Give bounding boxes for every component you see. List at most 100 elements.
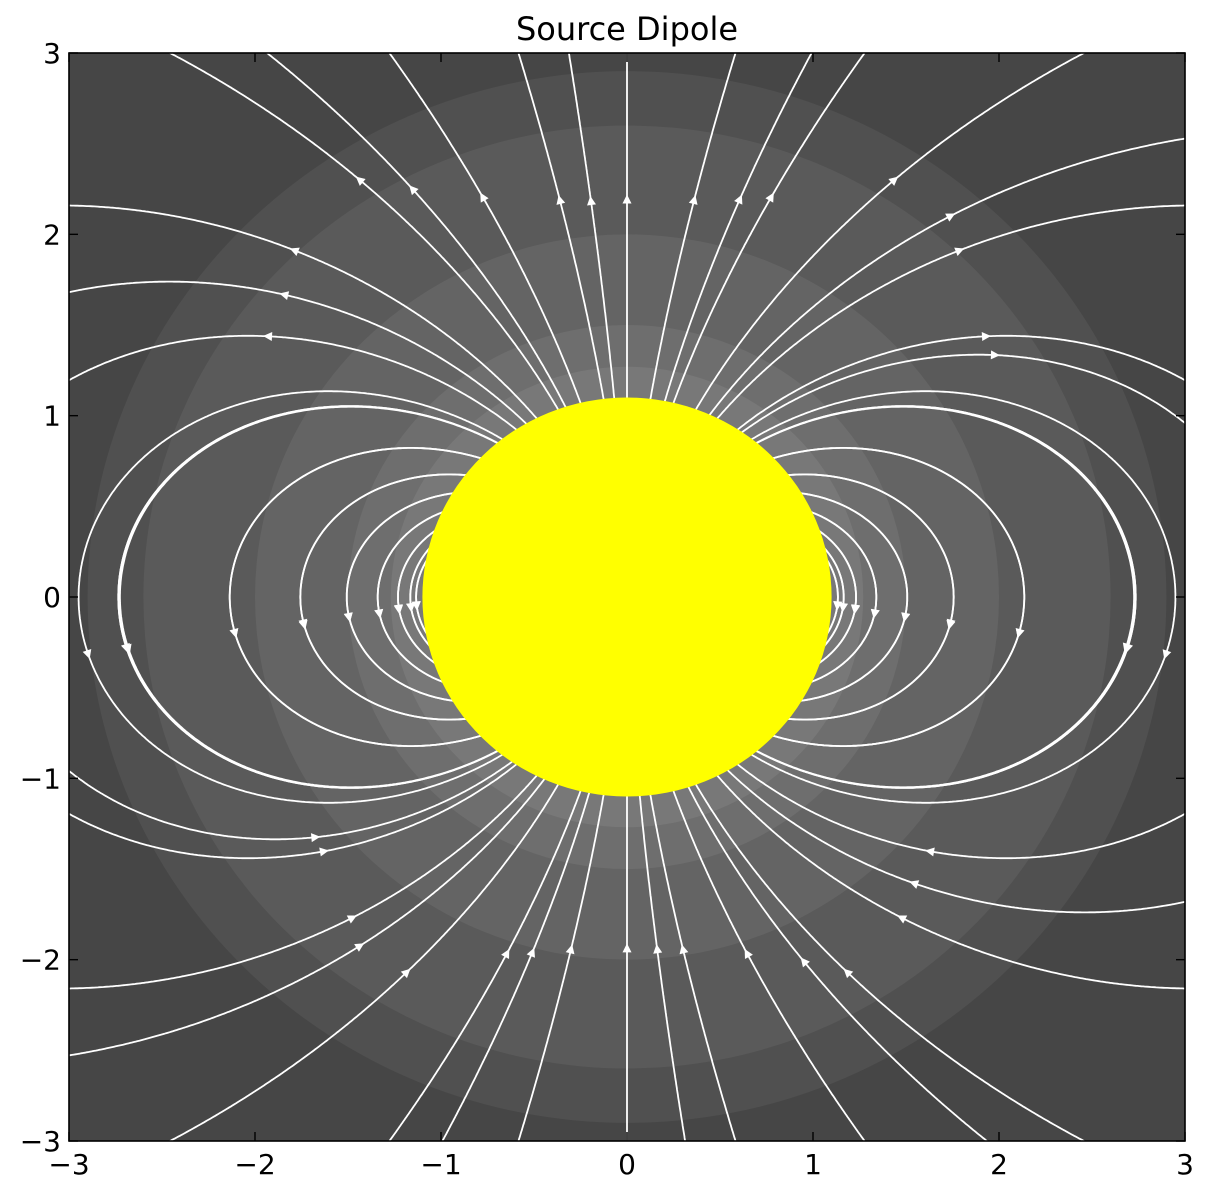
streamline-arrow: [229, 628, 239, 639]
streamline: [813, 527, 857, 668]
x-tick-label: −2: [234, 1148, 275, 1181]
streamline-arrow: [870, 608, 880, 619]
streamline-arrow: [565, 944, 575, 955]
y-tick-label: −2: [20, 944, 61, 977]
streamline: [795, 491, 909, 703]
axes-layer: −3 −2 −1 0 1 2 3 −3 −2 −1 0 1 2 3: [20, 37, 1194, 1181]
streamline-arrow: [901, 612, 911, 622]
streamline: [415, 552, 434, 643]
streamline: [69, 280, 531, 429]
streamline-arrow: [346, 915, 357, 924]
x-tick-label: 3: [1176, 1148, 1194, 1181]
streamline-arrow: [1015, 628, 1025, 639]
streamline-arrow: [480, 192, 489, 203]
streamline: [705, 137, 1185, 420]
streamline-arrow: [765, 192, 774, 203]
streamline: [733, 760, 1185, 860]
x-tick-label: −1: [420, 1148, 461, 1181]
streamline-arrow: [990, 350, 1000, 360]
streamline: [168, 53, 562, 415]
y-tick-label: 1: [43, 400, 61, 433]
streamline-arrow: [400, 968, 411, 979]
streamline-arrow: [556, 195, 566, 205]
streamline-arrow: [925, 847, 935, 857]
streamline: [805, 509, 878, 685]
streamline-arrow: [838, 602, 848, 613]
streamline-arrow: [374, 608, 384, 619]
streamline-arrow: [289, 247, 300, 256]
streamline-arrow: [122, 643, 132, 654]
x-tick-label: 0: [618, 1148, 636, 1181]
streamline: [733, 334, 1185, 434]
streamline: [119, 405, 503, 789]
streamline: [820, 552, 839, 643]
streamline: [228, 447, 486, 747]
streamline-arrow: [851, 604, 860, 615]
x-tick-label: 2: [990, 1148, 1008, 1181]
y-tick-label: 2: [43, 218, 61, 251]
streamline: [768, 447, 1026, 747]
streamline-arrow: [622, 194, 632, 204]
streamline: [77, 390, 507, 804]
x-tick-label: 1: [804, 1148, 822, 1181]
streamline-arrow: [945, 213, 956, 222]
streamline: [265, 53, 569, 411]
streamline-arrow: [622, 943, 632, 953]
streamline-arrow: [946, 619, 956, 630]
streamline-arrow: [355, 176, 366, 186]
streamline: [662, 53, 813, 407]
streamline: [670, 785, 866, 1141]
streamline-arrow: [679, 944, 689, 955]
streamline: [670, 53, 866, 409]
streamline-arrow: [298, 619, 308, 630]
streamline: [782, 473, 955, 721]
streamline-arrow: [82, 649, 92, 660]
streamline: [69, 757, 517, 841]
streamline-arrow: [800, 957, 810, 968]
streamline: [517, 53, 606, 405]
streamline-arrow: [653, 944, 663, 954]
streamline: [818, 542, 845, 652]
streamline: [409, 542, 436, 652]
streamline-arrow: [897, 915, 908, 924]
streamline-arrow: [833, 601, 843, 611]
streamline-arrow: [526, 947, 535, 958]
streamline-arrow: [888, 176, 899, 186]
streamline: [517, 789, 606, 1141]
streamline-arrow: [263, 332, 273, 341]
streamline-arrow: [1122, 642, 1132, 653]
streamline: [299, 473, 472, 721]
streamline-arrow: [734, 194, 743, 205]
streamline: [69, 771, 541, 990]
y-tick-label: −3: [20, 1125, 61, 1158]
streamline-arrow: [954, 247, 965, 256]
streamline: [723, 765, 1185, 914]
streamline-arrow: [587, 196, 596, 206]
streamline: [397, 527, 441, 668]
streamline: [376, 509, 449, 685]
streamline: [747, 390, 1177, 804]
streamline: [345, 491, 459, 703]
streamline-arrow: [501, 948, 510, 960]
y-tick-label: 3: [43, 37, 61, 70]
streamline-arrow: [909, 880, 920, 889]
streamline: [692, 53, 1086, 415]
source-layer: [422, 397, 832, 797]
streamline-arrow: [1162, 649, 1172, 660]
streamline: [692, 779, 1086, 1141]
streamline: [69, 760, 521, 860]
streamline: [567, 53, 616, 404]
streamline: [69, 334, 521, 434]
streamline-arrow: [981, 332, 991, 341]
streamline: [388, 785, 584, 1141]
y-tick-label: −1: [20, 762, 61, 795]
streamline: [638, 790, 687, 1141]
streamline: [685, 783, 989, 1141]
streamline: [751, 405, 1135, 789]
streamline: [737, 353, 1185, 437]
streamline: [69, 204, 541, 423]
streamline-arrow: [688, 195, 698, 205]
streamline-arrow: [279, 291, 290, 300]
